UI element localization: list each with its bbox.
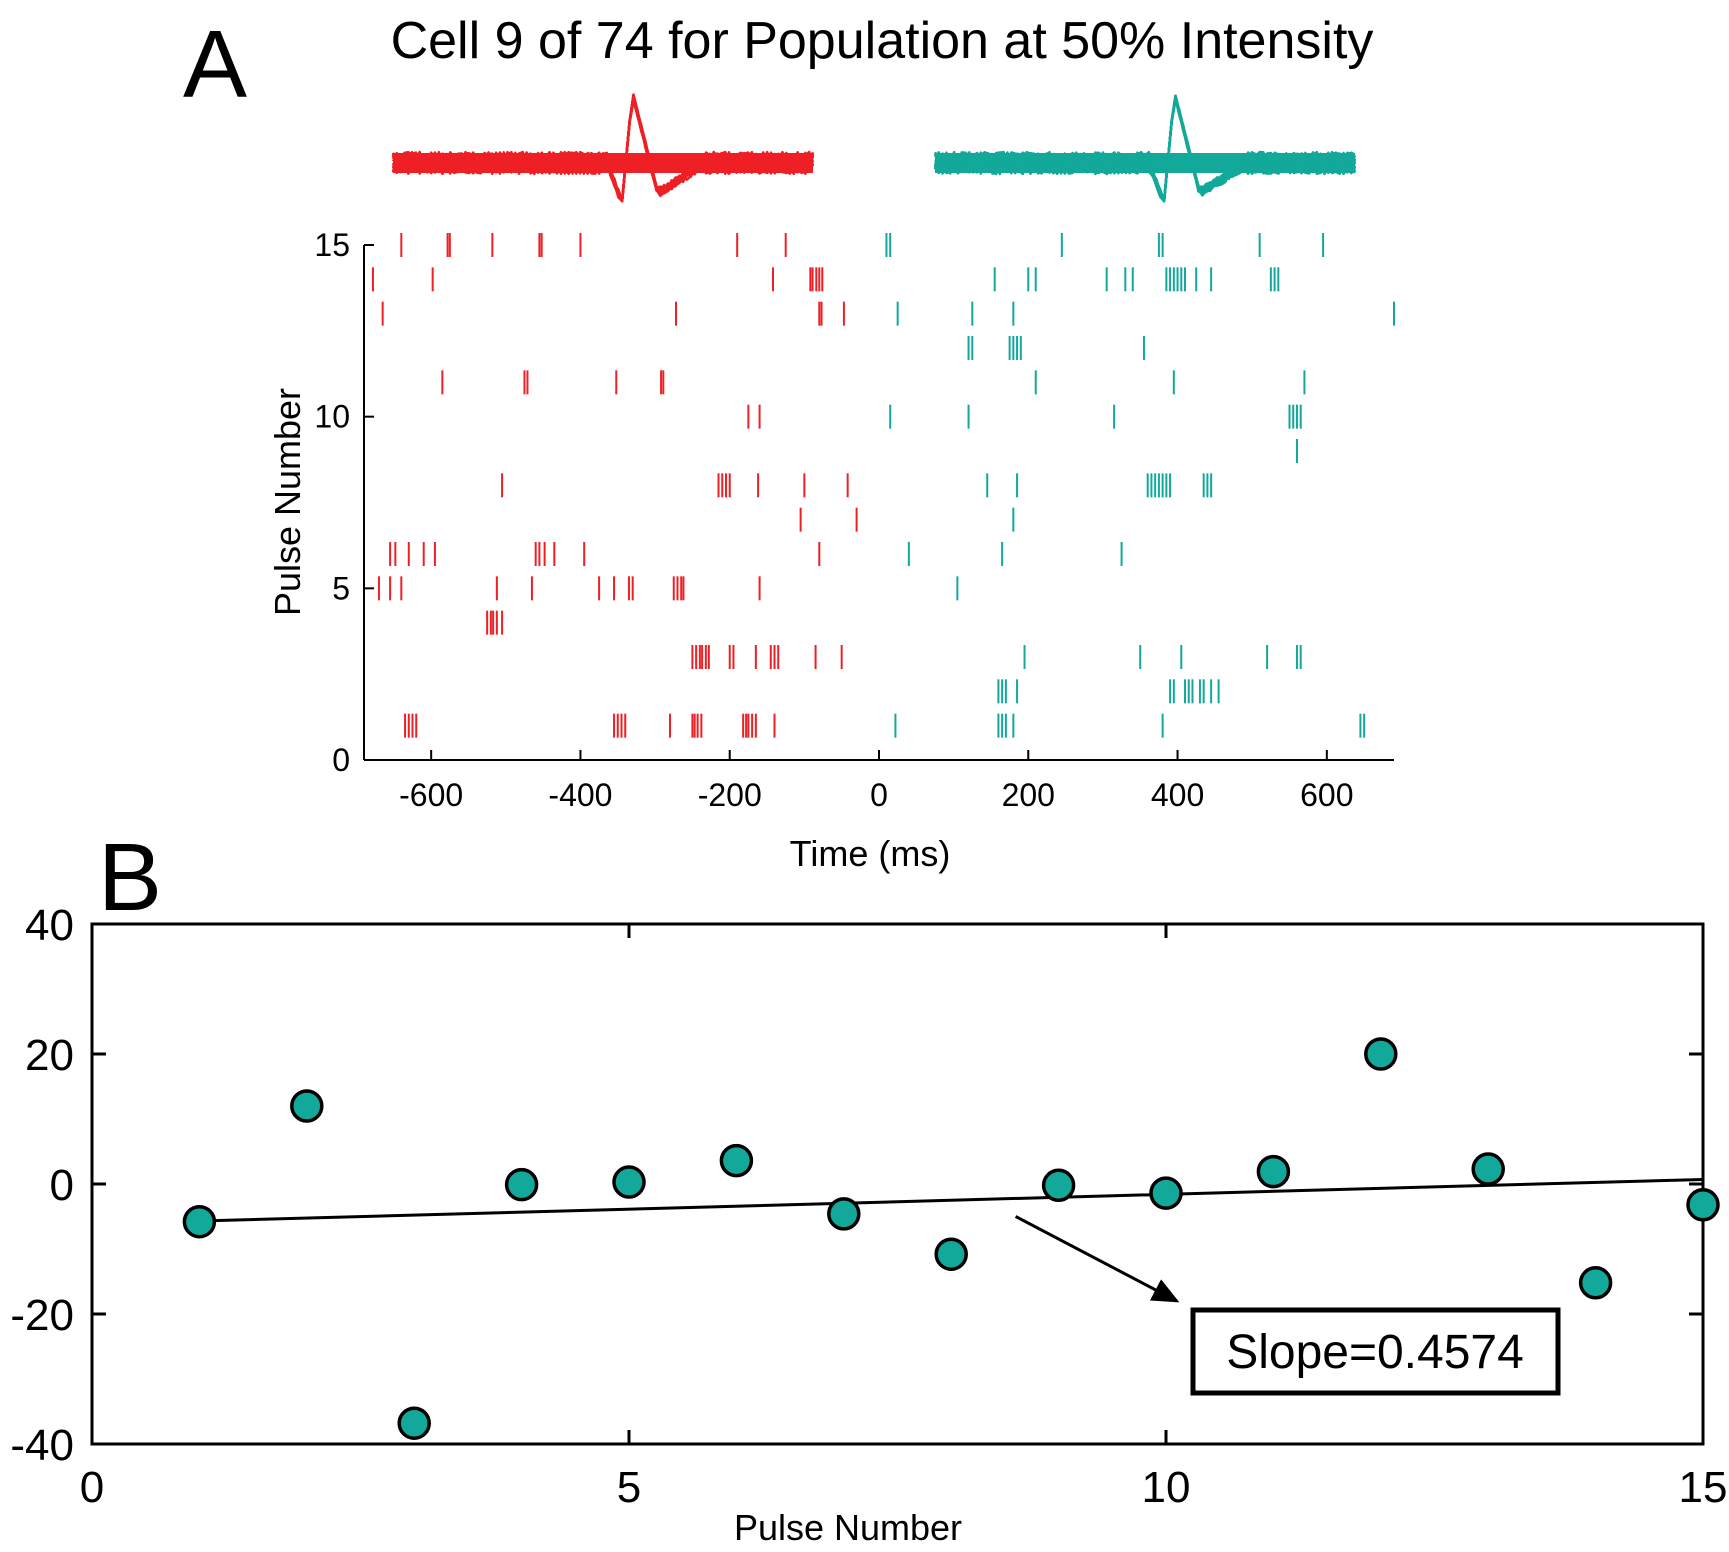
waveform-trace [392,95,815,203]
scatter-point [934,1237,968,1271]
waveform-trace [933,96,1357,203]
waveform-pre [391,93,815,203]
waveform-trace [391,94,814,203]
raster-x-axis-label: Time (ms) [790,833,951,874]
scatter-point [397,1406,431,1440]
waveform-post [933,94,1357,203]
panel-b-letter: B [98,824,162,931]
waveform-trace [934,96,1356,203]
scatter-point [504,1167,539,1202]
scatter-x-axis-label: Pulse Number [734,1507,962,1548]
waveform-trace [392,97,815,203]
raster-y-tick-label: 10 [314,399,350,435]
raster-x-tick-label: 600 [1300,777,1353,813]
slope-annotation-border [1190,1307,1561,1396]
waveform-trace [934,98,1356,203]
raster-x-ticks: -600 -400 -200 0 200 400 600 [399,750,1354,813]
waveform-trace [392,98,815,203]
raster-x-tick-label: 400 [1151,777,1204,813]
raster-x-tick-label: 0 [870,777,888,813]
scatter-point [182,1204,217,1239]
scatter-point [1041,1168,1076,1203]
raster-y-ticks: 0 5 10 15 [314,227,374,778]
slope-arrow [1014,1215,1180,1303]
raster-spikes [371,233,1395,738]
raster-y-tick-label: 5 [332,570,350,606]
scatter-x-tick-label: 15 [1679,1463,1728,1512]
raster-x-tick-label: -400 [548,777,612,813]
scatter-y-tick-label: -40 [10,1421,74,1470]
waveform-trace [391,99,815,203]
raster-x-tick-label: -200 [698,777,762,813]
scatter-y-ticks: 40 20 0 -20 -40 [10,901,1703,1470]
slope-annotation-box: Slope=0.4574 [1190,1307,1561,1396]
panel-a-letter: A [183,11,247,118]
waveform-trace [933,95,1356,203]
raster-x-tick-label: -600 [399,777,463,813]
waveform-trace [933,96,1356,203]
scatter-y-tick-label: 20 [25,1031,74,1080]
spike-waveforms [391,93,1357,203]
scatter-point [1471,1152,1505,1186]
raster-y-axis-label: Pulse Number [267,388,308,616]
scatter-point [1578,1266,1613,1300]
scatter-point [1364,1037,1398,1071]
waveform-trace [391,98,815,203]
scatter-point [612,1165,646,1199]
scatter-y-tick-label: 0 [50,1161,74,1210]
scatter-point [1256,1154,1291,1189]
waveform-trace [391,94,814,203]
waveform-trace [391,93,815,203]
scatter-point [1686,1188,1720,1222]
waveform-trace [933,97,1356,203]
scatter-y-tick-label: 40 [25,901,74,950]
waveform-trace [392,94,815,203]
waveform-trace [391,97,815,203]
waveform-trace [391,94,815,203]
scatter-x-tick-label: 0 [80,1463,104,1512]
panel-a-title: Cell 9 of 74 for Population at 50% Inten… [391,12,1374,70]
scatter-x-tick-label: 5 [617,1463,641,1512]
scatter-x-ticks: 0 5 10 15 [80,924,1728,1512]
waveform-trace [934,98,1357,203]
raster-y-tick-label: 15 [314,227,350,263]
waveform-trace [933,94,1357,203]
waveform-trace [933,95,1357,203]
raster-axes: 0 5 10 15 -600 -400 -200 0 200 400 600 [314,227,1394,813]
fit-line [199,1177,1704,1223]
waveform-trace [934,98,1357,203]
panel-a: A Cell 9 of 74 for Population at 50% Int… [183,11,1395,874]
waveform-trace [391,98,815,203]
waveform-trace [933,98,1356,203]
panel-b: B 40 20 0 -20 -40 0 5 10 15 Slope=0.4574 Pulse … [10,824,1727,1548]
scatter-x-tick-label: 10 [1142,1463,1191,1512]
scatter-point [290,1089,324,1123]
waveform-trace [933,94,1357,203]
slope-annotation-text: Slope=0.4574 [1226,1326,1524,1379]
scatter-point [719,1143,754,1178]
scatter-point [827,1197,861,1231]
waveform-trace [934,95,1357,203]
waveform-trace [391,93,814,203]
scatter-y-tick-label: -20 [10,1291,74,1340]
waveform-trace [933,94,1357,203]
waveform-trace [391,93,814,203]
scatter-point [1149,1176,1183,1210]
scatter-points [182,1037,1720,1440]
raster-x-tick-label: 200 [1002,777,1055,813]
raster-y-tick-label: 0 [332,742,350,778]
